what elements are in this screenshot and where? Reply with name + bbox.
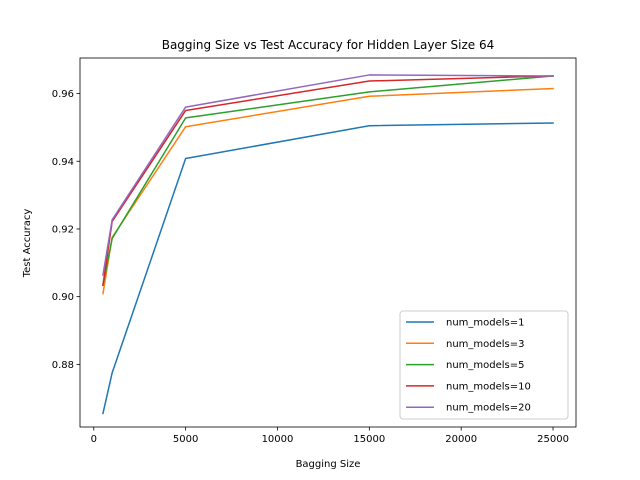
chart-title: Bagging Size vs Test Accuracy for Hidden…: [162, 38, 495, 52]
series-layer: [102, 74, 554, 415]
legend: num_models=1 num_models=3 num_models=5 num_…: [399, 310, 569, 420]
x-axis-label: Bagging Size: [296, 459, 361, 470]
legend-label-3: num_models=5: [446, 360, 525, 371]
y-tick-label: 0.90: [52, 292, 74, 303]
series-line-5: [102, 74, 554, 276]
y-tick-label: 0.94: [52, 157, 74, 168]
x-tick-label: 0: [91, 434, 97, 445]
y-axis-label: Test Accuracy: [22, 209, 33, 279]
y-tick-label: 0.92: [52, 224, 74, 235]
legend-box: [399, 310, 569, 420]
legend-label-2: num_models=3: [446, 339, 525, 350]
legend-label-4: num_models=10: [446, 381, 531, 392]
series-line-3: [102, 75, 554, 287]
x-tick-label: 5000: [173, 434, 198, 445]
x-tick-label: 25000: [537, 434, 569, 445]
x-tick-label: 20000: [445, 434, 477, 445]
series-line-1: [102, 122, 554, 415]
axes: 0 5000 10000 15000 20000 25000 0.88 0.90 0.92 0.9…: [52, 57, 577, 445]
x-tick-label: 15000: [353, 434, 385, 445]
y-tick-label: 0.96: [52, 89, 74, 100]
x-tick-label: 10000: [262, 434, 294, 445]
legend-label-1: num_models=1: [446, 318, 525, 329]
y-tick-label: 0.88: [52, 360, 74, 371]
axes-frame: [79, 57, 577, 428]
legend-label-5: num_models=20: [446, 403, 531, 414]
